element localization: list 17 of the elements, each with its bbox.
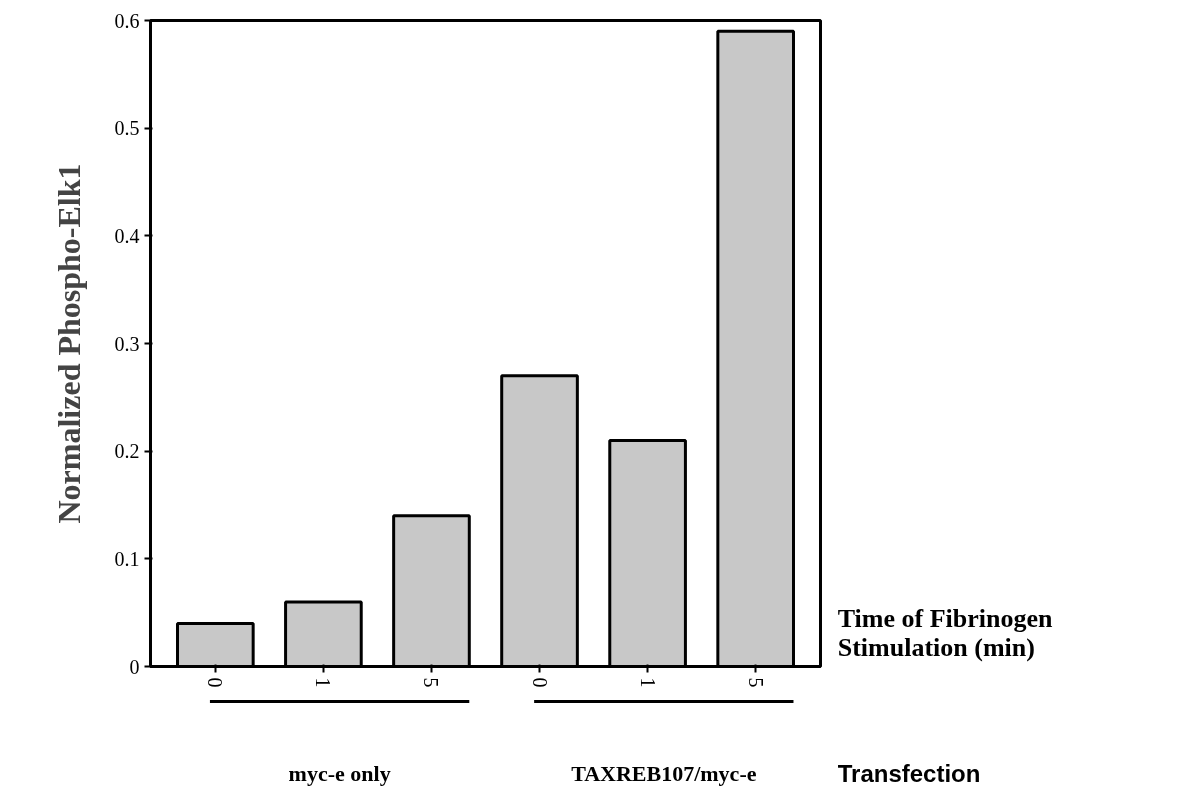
text: myc-e only: [288, 760, 391, 786]
y-tick-label: 0.4: [114, 224, 140, 247]
y-tick-label: 0.1: [114, 547, 140, 570]
x-axis-title: Time of Fibrinogen Stimulation (min): [837, 603, 1053, 662]
x-tick-label: 0: [204, 677, 227, 688]
y-tick-label: 0.6: [114, 9, 140, 32]
text: TAXREB107/myc-e: [571, 760, 757, 786]
x-tick-label: 5: [744, 677, 767, 688]
x-tick-label: 0: [528, 677, 551, 688]
y-axis-title: Normalized Phospho-Elk1: [50, 163, 87, 524]
y-tick-label: 0.2: [114, 440, 140, 463]
y-tick-label: 0.3: [114, 332, 140, 355]
x-tick-label: 5: [420, 677, 443, 688]
x-tick-label: 1: [312, 677, 335, 688]
text: Transfection: [837, 759, 981, 787]
y-tick-label: 0.5: [114, 117, 140, 140]
x-tick-label: 1: [636, 677, 659, 688]
